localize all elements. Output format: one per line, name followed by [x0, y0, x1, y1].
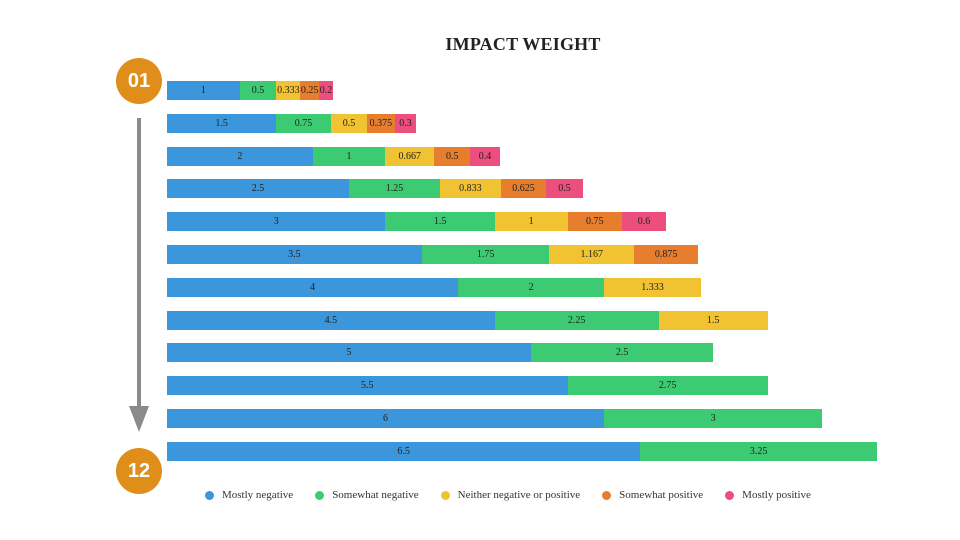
- bar-segment: 0.5: [434, 146, 471, 166]
- bar-segment: 1: [494, 212, 568, 232]
- bar-segment: 0.75: [276, 113, 331, 133]
- end-marker: 12: [116, 448, 162, 494]
- legend-swatch: [602, 490, 612, 500]
- bar-row: 2 1 0.667 0.5 0.4: [167, 146, 877, 166]
- bar-segment: 2: [167, 146, 313, 166]
- bar-row: 2.5 1.25 0.833 0.625 0.5: [167, 179, 877, 199]
- bar-segment: 5.5: [167, 376, 568, 396]
- bar-segment: 5: [167, 343, 532, 363]
- bar-row: 4.5 2.25 1.5: [167, 310, 877, 330]
- bar-segment: 0.875: [634, 245, 698, 264]
- bar-row: 5 2.5: [167, 343, 877, 363]
- bar-segment: 0.5: [239, 81, 277, 100]
- bar-segment: 2: [458, 277, 604, 297]
- bar-segment: 1.25: [349, 179, 441, 199]
- chart-legend: Mostly negative Somewhat negative Neither …: [205, 487, 833, 503]
- legend-item: Somewhat positive: [602, 489, 703, 501]
- legend-label: Somewhat negative: [332, 489, 419, 501]
- bar-segment: 2.75: [567, 376, 768, 396]
- bar-row: 1.5 0.75 0.5 0.375 0.3: [167, 113, 877, 133]
- bar-row: 1 0.5 0.333 0.25 0.2: [167, 81, 877, 100]
- bar-segment: 0.5: [330, 113, 368, 133]
- bar-segment: 2.25: [494, 310, 659, 330]
- legend-swatch: [205, 490, 214, 500]
- bar-segment: 1.5: [658, 310, 768, 330]
- legend-label: Somewhat positive: [619, 489, 704, 501]
- bar-segment: 0.625: [500, 179, 547, 199]
- legend-swatch: [440, 490, 450, 500]
- bar-segment: 0.667: [385, 146, 435, 166]
- legend-label: Neither negative or positive: [457, 489, 581, 501]
- bar-segment: 0.75: [567, 212, 623, 232]
- bar-segment: 0.375: [367, 113, 395, 133]
- bar-segment: 2.5: [167, 179, 350, 199]
- legend-label: Mostly positive: [742, 489, 811, 501]
- bar-segment: 0.25: [300, 81, 319, 100]
- bar-segment: 3.25: [640, 441, 877, 461]
- legend-label: Mostly negative: [222, 489, 294, 501]
- bar-segment: 1.5: [385, 212, 495, 232]
- bar-row: 3 1.5 1 0.75 0.6: [167, 212, 877, 232]
- bar-segment: 1.167: [549, 245, 635, 264]
- bar-segment: 1.75: [421, 245, 550, 264]
- bar-segment: 6: [167, 409, 604, 428]
- legend-swatch: [315, 490, 325, 500]
- bar-row: 5.5 2.75: [167, 376, 877, 396]
- legend-item: Neither negative or positive: [440, 489, 581, 501]
- down-arrow-line: [137, 118, 141, 408]
- legend-item: Somewhat negative: [315, 489, 419, 501]
- bar-segment: 0.333: [276, 81, 301, 100]
- down-arrow-icon: [129, 406, 149, 432]
- bar-segment: 3: [603, 409, 823, 428]
- bar-row: 4 2 1.333: [167, 277, 877, 297]
- bar-segment: 0.6: [622, 212, 666, 232]
- bar-segment: 0.2: [318, 81, 334, 100]
- bar-segment: 0.3: [394, 113, 417, 133]
- bar-segment: 3.5: [167, 245, 422, 264]
- legend-swatch: [725, 490, 735, 500]
- bar-segment: 1.5: [167, 113, 277, 133]
- bar-segment: 4: [167, 277, 459, 297]
- bar-row: 6.5 3.25: [167, 441, 877, 461]
- legend-item: Mostly negative: [205, 489, 293, 501]
- bar-segment: 4.5: [167, 310, 495, 330]
- bar-segment: 2.5: [531, 343, 714, 363]
- bar-segment: 6.5: [167, 441, 641, 461]
- bar-row: 3.5 1.75 1.167 0.875: [167, 245, 877, 264]
- bar-segment: 0.5: [546, 179, 583, 199]
- bar-segment: 1.333: [603, 277, 701, 297]
- bar-segment: 0.4: [470, 146, 500, 166]
- bar-segment: 3: [167, 212, 386, 232]
- legend-item: Mostly positive: [725, 489, 811, 501]
- bar-segment: 1: [312, 146, 386, 166]
- bar-segment: 0.833: [440, 179, 501, 199]
- start-marker: 01: [116, 58, 162, 104]
- chart-title: IMPACT WEIGHT: [445, 34, 601, 54]
- bar-segment: 1: [167, 81, 240, 100]
